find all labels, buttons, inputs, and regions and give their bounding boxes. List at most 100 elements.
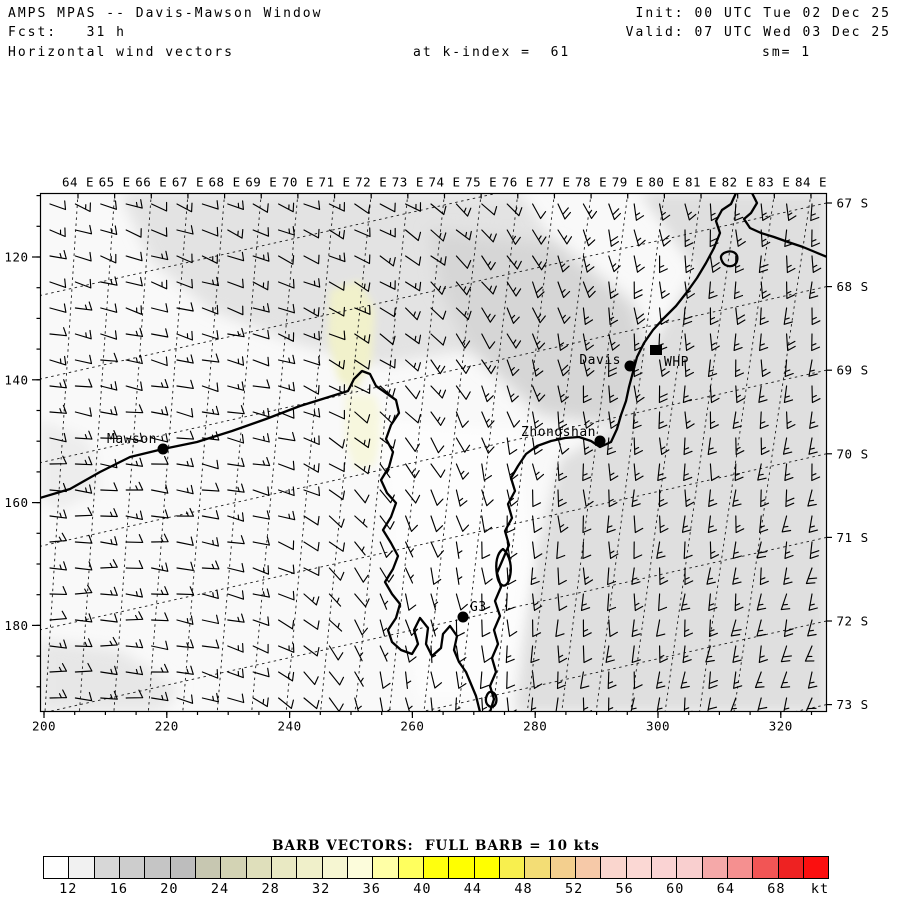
colorbar-tick-label: 56 — [615, 881, 634, 897]
wind-barb — [125, 381, 143, 391]
wind-barb — [49, 278, 67, 288]
wind-barb — [608, 333, 620, 351]
wind-barb — [782, 437, 793, 455]
wind-barb — [328, 645, 344, 661]
graticule-meridian — [457, 193, 519, 712]
wind-barb — [303, 697, 320, 710]
wind-barb — [759, 307, 769, 326]
station-label-g3: G3 — [470, 600, 487, 615]
wind-barb — [532, 307, 546, 324]
colorbar-cell-64-66kt — [726, 857, 753, 878]
wind-barb — [227, 405, 245, 415]
wind-barb — [303, 278, 321, 288]
wind-barb — [278, 226, 295, 236]
wind-barb — [807, 489, 817, 507]
wind-barb — [582, 567, 594, 585]
wind-barb — [532, 671, 543, 689]
wind-barb — [808, 359, 818, 377]
wind-barb — [760, 359, 771, 377]
wind-barb — [557, 203, 571, 220]
colorbar-tick-label: 12 — [59, 881, 78, 897]
wind-barb — [680, 593, 691, 611]
station-marker-whp — [650, 345, 662, 355]
wind-barb — [582, 541, 592, 560]
wind-barb — [532, 515, 543, 533]
wind-barb — [354, 254, 371, 265]
coastline — [40, 369, 482, 712]
wind-barb — [633, 281, 643, 300]
wind-barb — [405, 202, 422, 212]
wind-barb — [632, 411, 642, 430]
wind-barb — [455, 463, 470, 480]
wind-barb — [582, 359, 595, 377]
wind-barb — [405, 567, 414, 584]
wind-barb — [732, 489, 742, 507]
wind-barb — [658, 593, 668, 612]
wind-barb — [252, 227, 270, 237]
wind-barb — [607, 697, 617, 712]
wind-barb — [201, 482, 220, 492]
wind-barb — [125, 251, 143, 262]
wind-barb — [74, 507, 93, 517]
wind-barb — [430, 671, 443, 689]
graticule-meridian — [216, 193, 262, 712]
wind-barb — [683, 307, 693, 325]
wind-barb — [201, 692, 219, 703]
wind-barb — [328, 489, 345, 501]
wind-barb — [151, 562, 169, 572]
colorbar-cell-44-46kt — [473, 857, 499, 878]
wind-barb — [201, 537, 219, 547]
wind-barb — [252, 486, 270, 496]
wind-barb — [252, 667, 270, 678]
wind-barb — [532, 619, 542, 638]
wind-barb — [252, 303, 270, 313]
wind-barb — [735, 307, 746, 325]
wind-barb — [176, 278, 193, 289]
lon-label: 76 E — [502, 175, 534, 190]
wind-barb — [74, 378, 93, 388]
wind-barb — [354, 619, 368, 636]
colorbar-tick-label: 36 — [362, 881, 381, 897]
wind-barb — [730, 619, 742, 637]
wind-barb — [430, 697, 441, 712]
wind-barb — [455, 307, 472, 320]
wind-barb — [379, 619, 388, 637]
wind-barb — [430, 567, 442, 585]
wind-barb — [74, 638, 93, 648]
wind-barb — [756, 619, 766, 637]
wind-barb — [455, 333, 471, 349]
wind-barb — [808, 437, 818, 455]
wind-barb — [227, 457, 245, 467]
lat-label: 68 S — [837, 279, 869, 294]
wind-barb — [125, 199, 143, 209]
station-marker-g3 — [457, 611, 469, 623]
wind-barb — [709, 385, 720, 404]
wind-barb — [405, 645, 417, 663]
wind-barb — [354, 305, 371, 315]
wind-barb — [582, 307, 594, 325]
wind-barb — [74, 301, 93, 311]
wind-barb — [506, 333, 522, 349]
wind-barb — [682, 645, 692, 663]
wind-barb — [278, 354, 296, 365]
wind-barb — [557, 645, 568, 664]
wind-barb — [481, 255, 496, 271]
graticule-meridian — [354, 193, 409, 712]
wind-barb — [252, 433, 270, 443]
wind-barb — [49, 327, 67, 337]
wind-barb — [379, 515, 395, 530]
lon-label: 70 E — [282, 175, 314, 190]
wind-barb — [455, 385, 471, 400]
colorbar — [43, 856, 829, 879]
wind-barb — [176, 253, 193, 264]
wind-barb — [659, 229, 671, 247]
colorbar-tick-label: 20 — [160, 881, 179, 897]
lat-label: 72 S — [837, 614, 869, 629]
wind-barb — [532, 541, 543, 559]
wind-barb — [379, 697, 391, 712]
wind-barb — [532, 463, 545, 481]
wind-barb — [328, 697, 344, 712]
wind-barb — [405, 515, 418, 532]
wind-barb — [556, 541, 566, 560]
wind-barb — [734, 463, 744, 482]
